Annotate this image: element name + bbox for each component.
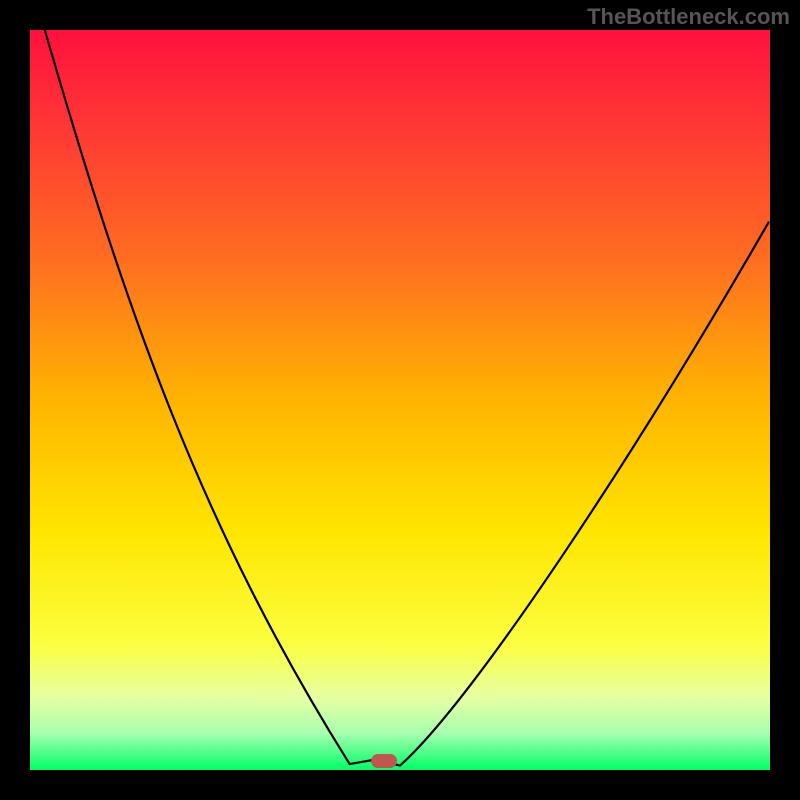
- watermark-text: TheBottleneck.com: [587, 4, 790, 30]
- plot-gradient: [30, 30, 770, 770]
- bottleneck-marker: [371, 754, 397, 768]
